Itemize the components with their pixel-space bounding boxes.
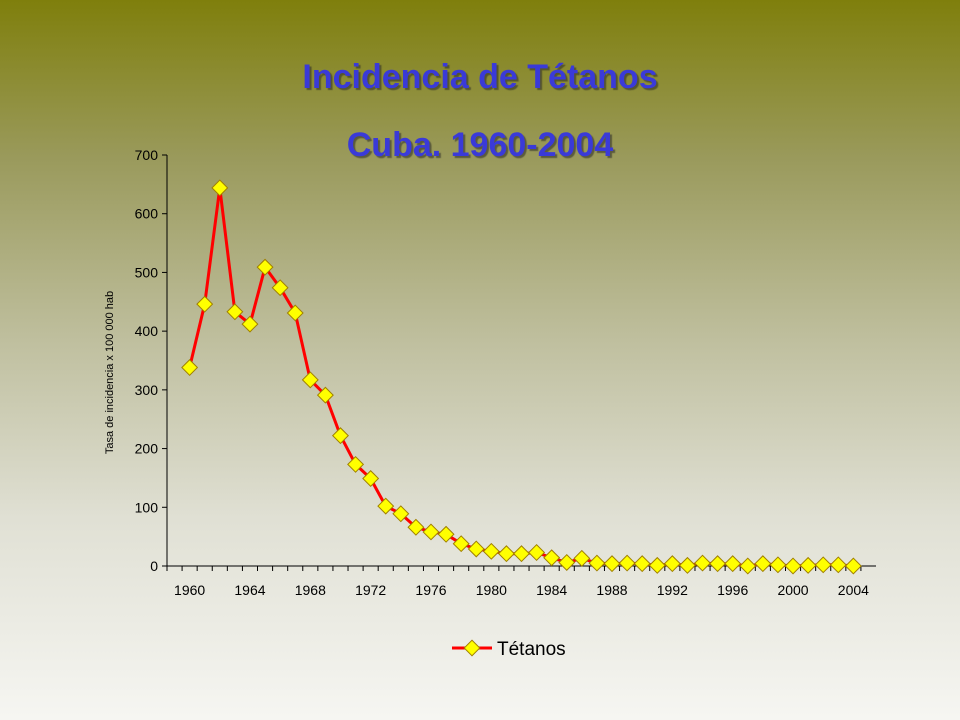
data-point — [784, 557, 802, 575]
data-point — [241, 315, 259, 333]
y-tick-label: 600 — [135, 206, 159, 222]
y-tick-label: 500 — [135, 264, 159, 280]
series-line-tetanos — [188, 186, 854, 568]
data-point — [754, 555, 772, 573]
x-tick-label: 2000 — [777, 582, 808, 598]
data-point — [709, 555, 727, 573]
data-point — [181, 359, 199, 377]
data-point — [573, 549, 591, 567]
plot-area — [181, 179, 862, 575]
x-tick-label: 1976 — [415, 582, 446, 598]
data-point — [377, 497, 395, 515]
data-point — [452, 535, 470, 553]
x-tick-label: 1960 — [174, 582, 205, 598]
x-tick-label: 1972 — [355, 582, 386, 598]
data-point — [497, 545, 515, 563]
data-point — [694, 554, 712, 572]
y-axis-ticks: 0 100 200 300 400 500 600 700 — [135, 147, 167, 574]
data-point — [844, 557, 862, 575]
data-point — [422, 523, 440, 541]
legend: Tétanos — [452, 639, 566, 660]
data-point — [739, 557, 757, 575]
data-point — [256, 258, 274, 276]
y-tick-label: 300 — [135, 382, 159, 398]
data-point — [648, 556, 666, 574]
data-point — [392, 505, 410, 523]
x-tick-label: 1996 — [717, 582, 748, 598]
y-axis-title: Tasa de incidencia x 100 000 hab — [104, 291, 116, 454]
data-point — [724, 555, 742, 573]
data-point — [678, 556, 696, 574]
data-point — [362, 470, 380, 488]
chart-title: Incidencia de Tétanos — [302, 58, 658, 96]
chart-axes — [166, 155, 876, 567]
data-point — [316, 386, 334, 404]
y-tick-label: 200 — [135, 441, 159, 457]
data-point — [663, 555, 681, 573]
data-point — [513, 545, 530, 563]
data-point — [347, 455, 365, 473]
x-tick-label: 1964 — [234, 582, 265, 598]
y-tick-label: 100 — [135, 499, 159, 515]
data-point — [543, 549, 561, 567]
data-point — [211, 179, 229, 197]
data-point — [271, 279, 289, 297]
data-point — [769, 556, 787, 574]
data-point — [814, 556, 832, 574]
x-tick-label: 1968 — [295, 582, 326, 598]
data-point — [799, 556, 817, 574]
data-point — [603, 555, 621, 573]
data-point — [588, 554, 606, 572]
data-point — [331, 427, 349, 445]
data-point — [467, 540, 485, 558]
x-tick-label: 1984 — [536, 582, 567, 598]
data-point — [301, 371, 319, 389]
legend-label: Tétanos — [497, 639, 566, 660]
x-tick-label: 2004 — [838, 582, 869, 598]
data-point — [226, 303, 244, 321]
x-tick-label: 1992 — [657, 582, 688, 598]
data-point — [196, 295, 214, 313]
data-point — [558, 553, 576, 571]
chart-subtitle: Cuba. 1960-2004 — [346, 126, 614, 164]
legend-marker — [463, 639, 481, 657]
data-point — [618, 554, 636, 572]
y-tick-label: 700 — [135, 147, 159, 163]
x-tick-label: 1980 — [476, 582, 507, 598]
x-tick-label: 1988 — [596, 582, 627, 598]
data-point — [633, 555, 651, 573]
data-point — [829, 556, 847, 574]
data-point — [528, 544, 546, 561]
data-point — [407, 518, 425, 536]
x-axis-ticks: 1960 1964 1968 1972 1976 1980 1984 1988 1992 1996… — [166, 566, 869, 598]
data-point — [482, 542, 500, 560]
y-tick-label: 0 — [150, 558, 158, 574]
data-point — [286, 304, 304, 322]
data-point — [437, 525, 455, 543]
y-tick-label: 400 — [135, 323, 159, 339]
